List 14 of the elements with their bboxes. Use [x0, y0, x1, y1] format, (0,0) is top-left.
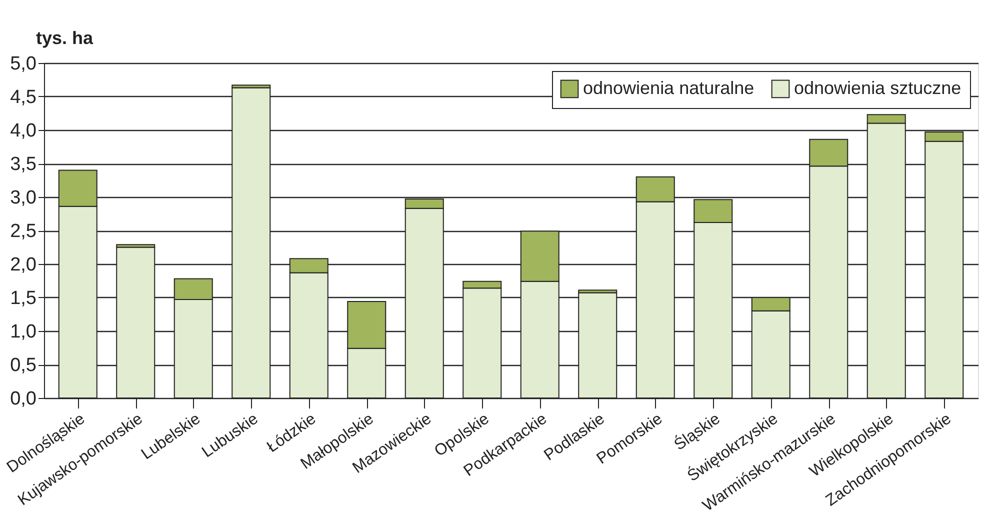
- y-axis-title: tys. ha: [36, 28, 94, 48]
- legend-label: odnowienia sztuczne: [794, 78, 962, 98]
- y-tick-label: 3,0: [10, 188, 36, 208]
- y-tick-label: 1,0: [10, 322, 36, 342]
- y-tick-label: 2,0: [10, 254, 36, 276]
- legend-label: odnowienia naturalne: [583, 78, 754, 98]
- y-tick-label: 4,0: [10, 120, 36, 142]
- y-tick-label: 5,0: [10, 54, 36, 74]
- y-tick-label: 2,5: [10, 221, 36, 242]
- y-tick-label: 4,5: [10, 87, 36, 108]
- y-tick-label: 1,5: [10, 288, 36, 309]
- y-tick-label: 3,5: [10, 154, 36, 175]
- y-tick-label: 0,0: [10, 388, 36, 410]
- y-tick-label: 0,5: [10, 355, 36, 376]
